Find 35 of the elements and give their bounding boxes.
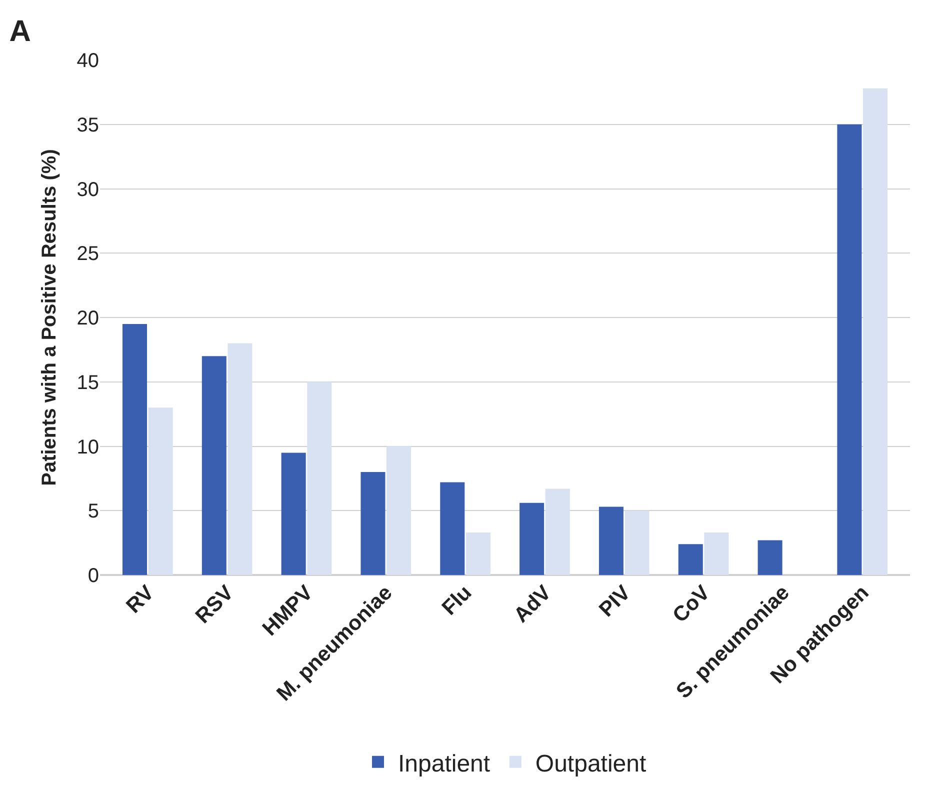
y-tick-label: 35 bbox=[76, 114, 99, 136]
bar bbox=[598, 506, 624, 575]
chart-title: A bbox=[9, 15, 31, 48]
legend-label: Inpatient bbox=[398, 750, 490, 778]
bar bbox=[545, 488, 570, 575]
bar bbox=[307, 382, 332, 575]
y-tick-label: 15 bbox=[76, 372, 99, 394]
y-tick-label: 10 bbox=[76, 436, 99, 458]
y-tick-label: 5 bbox=[88, 500, 99, 523]
legend-label: Outpatient bbox=[535, 750, 646, 778]
bar bbox=[122, 324, 147, 575]
bar bbox=[863, 88, 888, 575]
x-tick-label: RV bbox=[122, 581, 159, 618]
bar bbox=[360, 472, 386, 575]
bar bbox=[386, 446, 412, 575]
y-tick-label: 30 bbox=[76, 178, 99, 201]
bar bbox=[466, 532, 490, 575]
x-tick-label: PIV bbox=[594, 581, 636, 622]
bar bbox=[624, 510, 650, 575]
bar bbox=[281, 452, 306, 575]
bar bbox=[228, 343, 252, 575]
y-tick-label: 0 bbox=[88, 565, 99, 587]
x-tick-label: Flu bbox=[438, 581, 476, 620]
bar bbox=[520, 502, 544, 575]
y-tick-label: 40 bbox=[76, 50, 99, 72]
bar bbox=[202, 356, 226, 575]
y-tick-label: 20 bbox=[76, 308, 99, 330]
bar bbox=[148, 408, 173, 575]
bar bbox=[837, 124, 862, 575]
y-tick-label: 25 bbox=[76, 243, 99, 266]
y-axis-title: Patients with a Positive Results (%) bbox=[38, 149, 60, 486]
bar bbox=[678, 544, 703, 575]
bar bbox=[440, 482, 465, 575]
bar bbox=[758, 540, 782, 575]
bar bbox=[704, 532, 729, 575]
